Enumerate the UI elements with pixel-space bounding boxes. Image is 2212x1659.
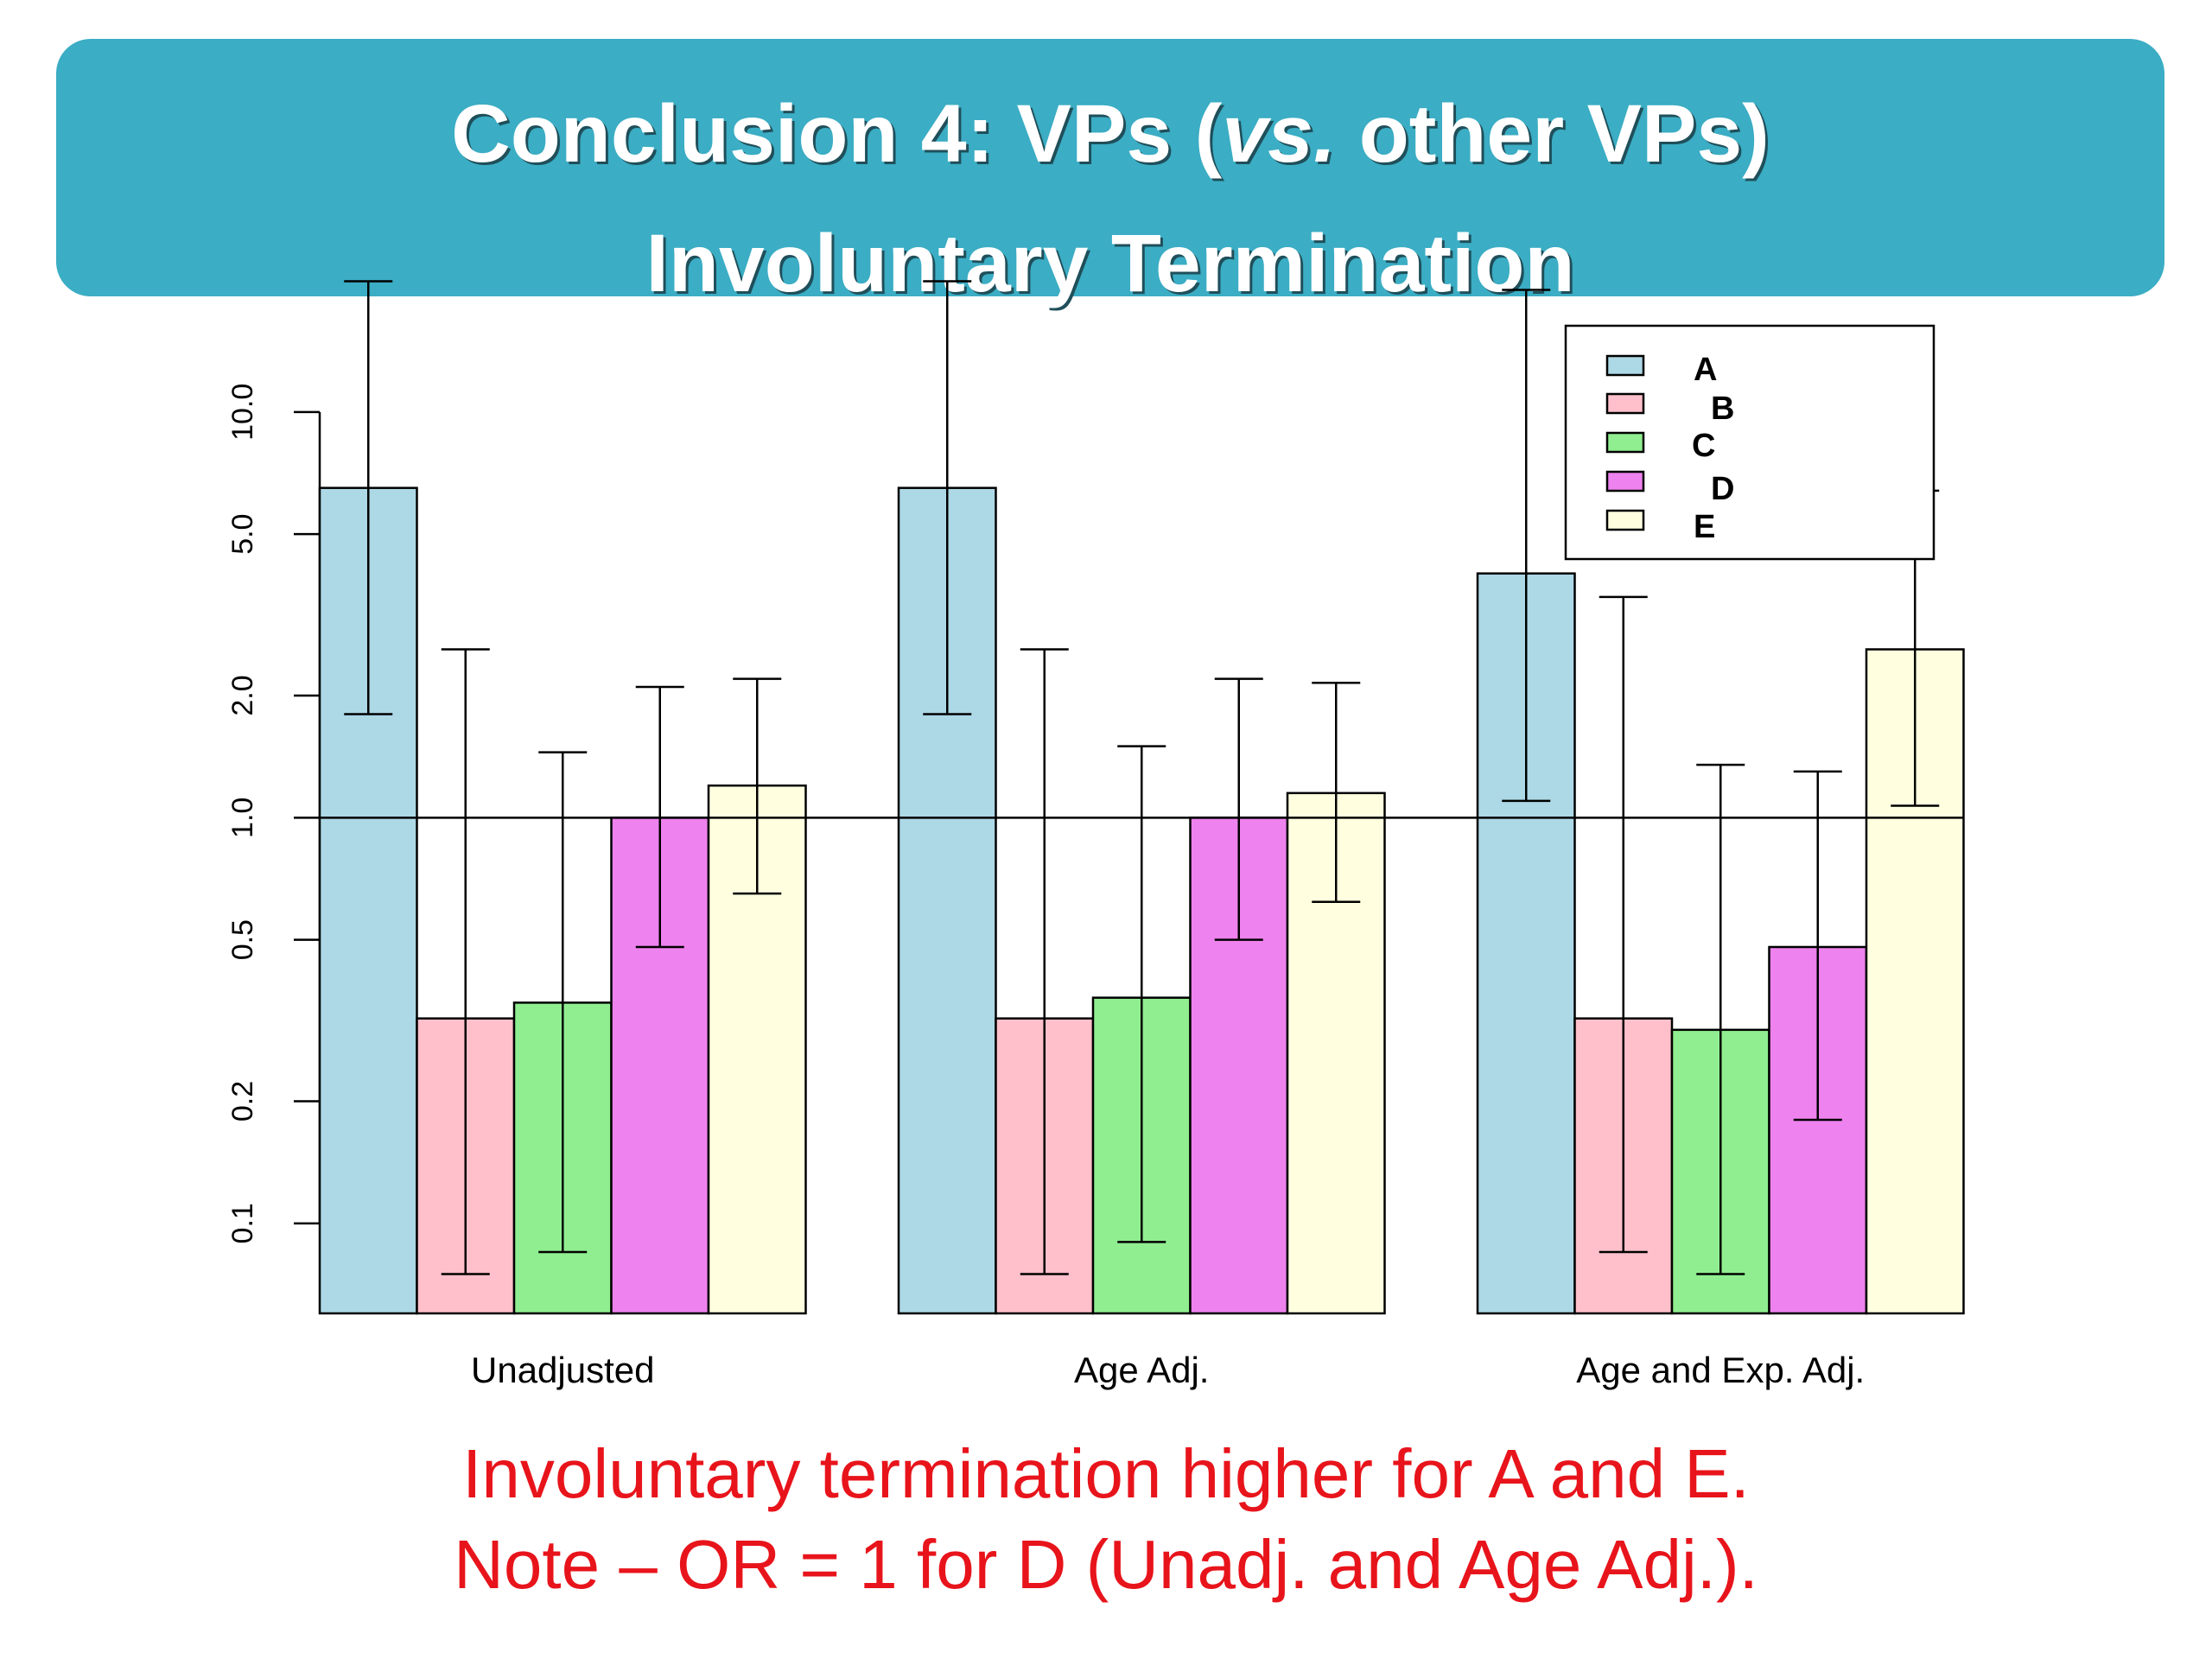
slide-title-emphasis: vs. [1222, 88, 1337, 180]
legend-swatch-C [1605, 431, 1645, 454]
group-label-1: Age Adj. [1074, 1350, 1209, 1390]
caption-line-1: Involuntary termination higher for A and… [462, 1435, 1750, 1512]
legend-label-C: C [1692, 428, 1715, 464]
legend-swatch-A [1605, 354, 1645, 377]
slide-title-prefix: Conclusion 4: VPs ( [451, 88, 1223, 180]
legend-label-D: D [1711, 471, 1734, 507]
y-tick-label-0.5: 0.5 [226, 919, 259, 960]
y-tick-label-1.0: 1.0 [226, 798, 259, 838]
title-banner: Conclusion 4: VPs (vs. other VPs) Involu… [56, 39, 2164, 309]
legend-swatch-E [1605, 509, 1645, 531]
y-tick-label-2.0: 2.0 [226, 675, 259, 715]
y-tick-label-0.2: 0.2 [226, 1081, 259, 1122]
y-tick-label-10.0: 10.0 [226, 384, 259, 441]
y-tick-label-0.1: 0.1 [226, 1203, 259, 1243]
legend-swatch-B [1605, 392, 1645, 415]
y-tick-label-5.0: 5.0 [226, 514, 259, 555]
legend-label-B: B [1711, 391, 1734, 427]
bar-chart: 0.1 0.2 0.5 1.0 2.0 5.0 10.0 Unadjusted Age Adj.… [226, 280, 1965, 1390]
caption-line-2: Note – OR = 1 for D (Unadj. and Age Adj.… [454, 1526, 1758, 1603]
legend-label-A: A [1694, 352, 1717, 388]
legend-label-E: E [1694, 509, 1715, 545]
slide-title: Conclusion 4: VPs (vs. other VPs) [56, 86, 2164, 181]
group-label-2: Age and Exp. Adj. [1576, 1350, 1865, 1390]
slide-subtitle: Involuntary Termination [645, 218, 1575, 309]
legend-swatch-D [1605, 470, 1645, 493]
group-label-0: Unadjusted [471, 1350, 654, 1390]
slide-title-suffix: other VPs) [1336, 88, 1770, 180]
